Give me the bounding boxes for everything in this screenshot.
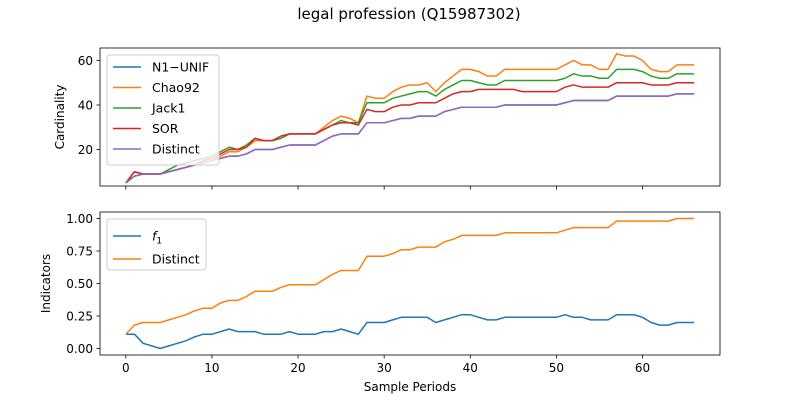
legend-label: Distinct (152, 252, 200, 267)
legend-label: Chao92 (152, 80, 200, 95)
series-line-chao92 (125, 53, 695, 184)
top-series-lines (125, 53, 695, 184)
series-line-f1 (125, 313, 695, 350)
y-tick-label: 0.75 (66, 245, 93, 259)
series-line-distinct (125, 217, 695, 335)
y-tick-label: 0.25 (66, 310, 93, 324)
x-tick-label: 10 (204, 361, 219, 375)
top-chart-panel: 20 40 60 Cardinality N1−UNIF Chao92 Jack1 SOR Di… (53, 47, 721, 190)
x-axis-label: Sample Periods (364, 380, 456, 394)
top-legend: N1−UNIF Chao92 Jack1 SOR Distinct (106, 54, 220, 166)
legend-label: f1 (152, 229, 162, 247)
figure-title: legal profession (Q15987302) (297, 5, 520, 23)
legend-frame (106, 54, 220, 166)
x-tick-label: 60 (635, 361, 650, 375)
x-tick-label: 40 (463, 361, 478, 375)
series-line-distinct (125, 93, 695, 184)
bottom-chart-panel: 0 10 20 30 40 50 60 0.00 0.25 0.50 0.75 1.00 Indicat… (39, 211, 721, 394)
x-tick-label: 30 (377, 361, 392, 375)
legend-label: N1−UNIF (152, 60, 209, 75)
y-tick-label: 40 (78, 98, 93, 112)
y-tick-label: 0.00 (66, 342, 93, 356)
x-tick-label: 0 (122, 361, 130, 375)
axes-frame (99, 47, 721, 187)
y-tick-label: 1.00 (66, 212, 93, 226)
bottom-series-lines (125, 217, 695, 350)
y-tick-label: 20 (78, 143, 93, 157)
series-line-jack1 (125, 68, 695, 184)
y-tick-label: 60 (78, 54, 93, 68)
x-tick-label: 50 (549, 361, 564, 375)
bottom-legend: f1 Distinct (106, 218, 207, 271)
legend-frame (106, 218, 207, 271)
y-axis-label: Indicators (39, 254, 53, 313)
y-tick-label: 0.50 (66, 277, 93, 291)
y-axis-label: Cardinality (53, 85, 67, 150)
series-line-sor (125, 81, 695, 184)
legend-label: SOR (152, 121, 179, 136)
legend-label: Jack1 (151, 101, 185, 116)
x-tick-label: 20 (290, 361, 305, 375)
legend-label: Distinct (152, 142, 200, 157)
